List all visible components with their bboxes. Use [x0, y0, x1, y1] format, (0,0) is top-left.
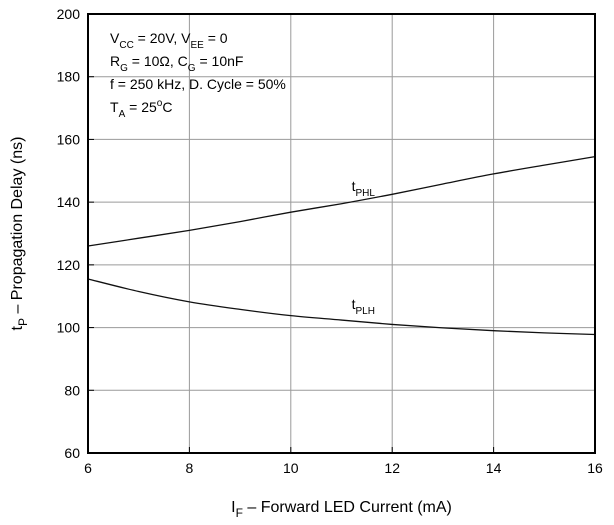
y-tick-label: 80	[64, 382, 80, 398]
x-tick-label: 16	[587, 460, 603, 476]
condition-line: RG = 10Ω, CG = 10nF	[110, 53, 243, 74]
y-tick-label: 60	[64, 445, 80, 461]
y-tick-label: 160	[57, 131, 81, 147]
series-lines	[87, 156, 596, 336]
y-axis-label: tP – Propagation Delay (ns)	[9, 137, 30, 331]
condition-line: VCC = 20V, VEE = 0	[110, 30, 228, 51]
x-tick-label: 14	[486, 460, 502, 476]
y-tick-label: 180	[57, 69, 81, 85]
series-label-t-plh: tPLH	[352, 296, 375, 317]
condition-line: f = 250 kHz, D. Cycle = 50%	[110, 76, 286, 92]
test-conditions: VCC = 20V, VEE = 0RG = 10Ω, CG = 10nF f =…	[110, 30, 286, 120]
grid-lines	[88, 14, 595, 453]
plot-border	[87, 13, 596, 454]
y-tick-label: 120	[57, 257, 81, 273]
plot-frame	[87, 13, 596, 454]
axis-labels: tPHL tPLH IF – Forward LED Current (mA) tP …	[9, 137, 452, 520]
x-tick-label: 10	[283, 460, 299, 476]
x-axis-label: IF – Forward LED Current (mA)	[231, 499, 452, 520]
y-tick-label: 200	[57, 6, 81, 22]
x-tick-label: 8	[186, 460, 194, 476]
y-tick-label: 100	[57, 320, 81, 336]
series-label-t-phl: tPHL	[352, 178, 376, 199]
series-line-t-phl	[87, 156, 596, 247]
x-tick-label: 12	[384, 460, 400, 476]
x-tick-label: 6	[84, 460, 92, 476]
series-line-t-plh	[87, 278, 596, 336]
condition-line: TA = 25oC	[110, 98, 172, 120]
y-tick-label: 140	[57, 194, 81, 210]
axis-ticks: 6 8 10 12 14 16 60 80 100 120 140 160 180 200	[57, 6, 603, 476]
